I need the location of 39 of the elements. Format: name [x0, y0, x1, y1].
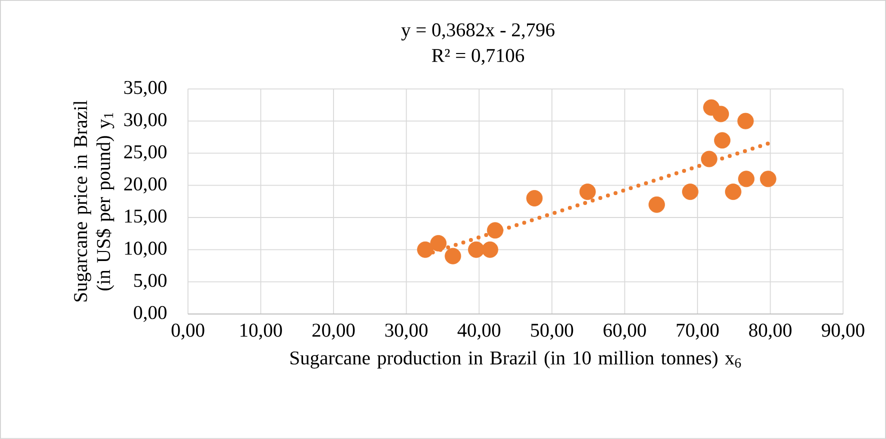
- point: [482, 242, 498, 258]
- x-tick-label: 20,00: [312, 324, 355, 340]
- point: [648, 196, 665, 213]
- y-tick-label: 30,00: [124, 113, 166, 130]
- y-tick-label: 0,00: [134, 306, 166, 322]
- y-tick-label: 10,00: [125, 242, 166, 258]
- point: [738, 170, 754, 188]
- y-axis-title: Sugarcane price in Brazil (in US$ per pound) y$_{1}$: [73, 100, 114, 302]
- y-tick-label: 5,00: [134, 274, 166, 290]
- x-tick-label: 60,00: [604, 324, 646, 340]
- point: [714, 132, 730, 149]
- x-tick-label: 90,00: [822, 324, 864, 340]
- x-tick-label: 30,00: [385, 324, 428, 340]
- x-tick-label: 50,00: [531, 324, 574, 340]
- text: y = 0,3682x - 2,796: [401, 23, 554, 41]
- y-tick-label: 20,00: [124, 177, 166, 194]
- y-tick-label: 15,00: [125, 210, 166, 226]
- x-tick-label: 70,00: [676, 324, 719, 340]
- point: [724, 184, 742, 200]
- point: [417, 242, 434, 258]
- point: [430, 235, 447, 252]
- x-tick-label: 40,00: [458, 324, 500, 340]
- point: [712, 106, 730, 122]
- x-tick-label: 80,00: [749, 324, 792, 340]
- point: [486, 222, 504, 239]
- point: [760, 170, 776, 188]
- x-tick-label: 10,00: [240, 324, 282, 340]
- text: R² = 0,7106: [432, 48, 524, 65]
- point: [579, 184, 596, 200]
- point: [700, 150, 718, 168]
- point: [468, 242, 484, 258]
- y-tick-label: 25,00: [124, 145, 166, 162]
- point: [682, 184, 698, 200]
- y-tick-label: 35,00: [124, 80, 166, 97]
- point: [526, 190, 543, 206]
- x-tick-label: 0,00: [172, 324, 204, 340]
- point: [444, 248, 462, 264]
- x-axis-title: Sugarcane production in Brazil (in 10 million tonnes) x$_{6}$: [290, 350, 741, 369]
- point: [737, 112, 754, 130]
